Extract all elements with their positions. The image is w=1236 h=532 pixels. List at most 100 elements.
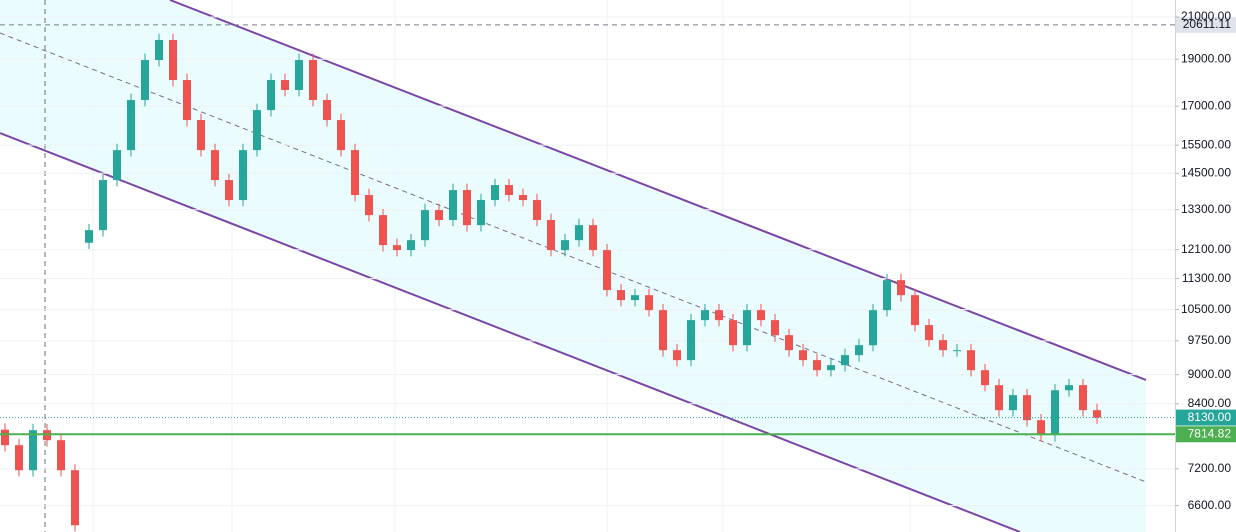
y-tick-label: 6600.00	[1188, 498, 1232, 512]
candle-body	[85, 230, 93, 243]
candle-body	[141, 60, 149, 101]
candle-body	[953, 350, 961, 352]
candle-body	[771, 320, 779, 336]
candle-body	[449, 190, 457, 221]
price-label: 20611.11	[1183, 17, 1232, 31]
channel-upper	[169, 0, 1147, 381]
channel-mid	[0, 32, 1147, 483]
candle-body	[701, 310, 709, 321]
candle-body	[547, 220, 555, 251]
candle-body	[645, 295, 653, 311]
candle-body	[57, 440, 65, 471]
candle-body	[981, 370, 989, 386]
candle-body	[309, 60, 317, 101]
candle-body	[575, 225, 583, 241]
candle-body	[925, 325, 933, 341]
candle-body	[785, 335, 793, 351]
candle-body	[631, 295, 639, 301]
candle-body	[1093, 410, 1101, 418]
candle-body	[519, 195, 527, 201]
y-tick-label: 15500.00	[1181, 137, 1231, 151]
candle-body	[911, 295, 919, 326]
candle-body	[169, 39, 177, 81]
h-grid	[0, 16, 1175, 507]
channel-lower	[0, 132, 1021, 532]
candle-body	[421, 210, 429, 241]
candle-body	[883, 280, 891, 311]
candle-body	[113, 150, 121, 181]
candle-body	[799, 350, 807, 361]
candle-body	[715, 310, 723, 321]
candles	[1, 33, 1101, 532]
candle-body	[253, 110, 261, 151]
candle-body	[967, 350, 975, 371]
candle-body	[1051, 390, 1059, 436]
candle-body	[365, 195, 373, 216]
candle-body	[351, 150, 359, 196]
candle-body	[897, 280, 905, 296]
candle-body	[295, 60, 303, 91]
candle-body	[687, 320, 695, 361]
candle-body	[939, 340, 947, 351]
candle-body	[533, 200, 541, 221]
price-label-bg	[1176, 16, 1236, 33]
price-lines: 20611.11 8130.00 7814.82	[0, 16, 1236, 443]
candle-body	[1037, 420, 1045, 436]
candle-body	[603, 250, 611, 291]
candle-body	[239, 150, 247, 201]
candle-body	[477, 200, 485, 226]
candle-body	[1079, 385, 1087, 411]
y-tick-label: 10500.00	[1181, 302, 1231, 316]
y-tick-label: 21000.00	[1181, 9, 1231, 23]
candle-body	[435, 210, 443, 221]
candle-body	[561, 240, 569, 251]
candle-body	[1, 429, 9, 446]
candle-body	[197, 120, 205, 151]
y-tick-label: 9000.00	[1188, 367, 1232, 381]
candle-body	[491, 185, 499, 201]
y-tick-label: 11300.00	[1182, 271, 1231, 285]
candle-body	[71, 470, 79, 526]
y-tick-label: 8400.00	[1188, 396, 1232, 410]
candle-body	[1023, 395, 1031, 421]
candle-body	[827, 365, 835, 371]
y-tick-label: 13300.00	[1181, 202, 1231, 216]
price-label: 8130.00	[1188, 410, 1232, 424]
candle-body	[869, 310, 877, 346]
candle-body	[407, 240, 415, 251]
candle-body	[379, 215, 387, 246]
candle-body	[99, 180, 107, 231]
candle-body	[29, 430, 37, 471]
y-tick-label: 12100.00	[1181, 242, 1231, 256]
candle-body	[673, 350, 681, 361]
candle-body	[1065, 385, 1073, 391]
candle-body	[855, 345, 863, 356]
candle-body	[589, 225, 597, 251]
y-tick-label: 9750.00	[1188, 333, 1232, 347]
candle-body	[211, 150, 219, 181]
candle-body	[127, 100, 135, 151]
y-tick-label: 17000.00	[1181, 98, 1231, 112]
candle-body	[463, 190, 471, 226]
candle-body	[617, 290, 625, 301]
candle-body	[337, 120, 345, 151]
candle-body	[813, 360, 821, 371]
price-label-bg	[1176, 426, 1236, 443]
y-tick-label: 7200.00	[1188, 461, 1232, 475]
candle-body	[393, 245, 401, 251]
channel	[0, 0, 1147, 532]
candle-body	[155, 39, 163, 61]
candle-body	[757, 310, 765, 321]
candle-body	[267, 80, 275, 111]
candle-body	[505, 185, 513, 196]
candle-body	[183, 80, 191, 121]
candle-body	[995, 385, 1003, 411]
price-label: 7814.82	[1188, 426, 1232, 440]
candle-body	[659, 310, 667, 351]
candle-body	[743, 310, 751, 346]
y-tick-label: 19000.00	[1181, 51, 1231, 65]
candle-body	[729, 320, 737, 346]
candle-body	[225, 180, 233, 201]
candle-body	[841, 355, 849, 366]
